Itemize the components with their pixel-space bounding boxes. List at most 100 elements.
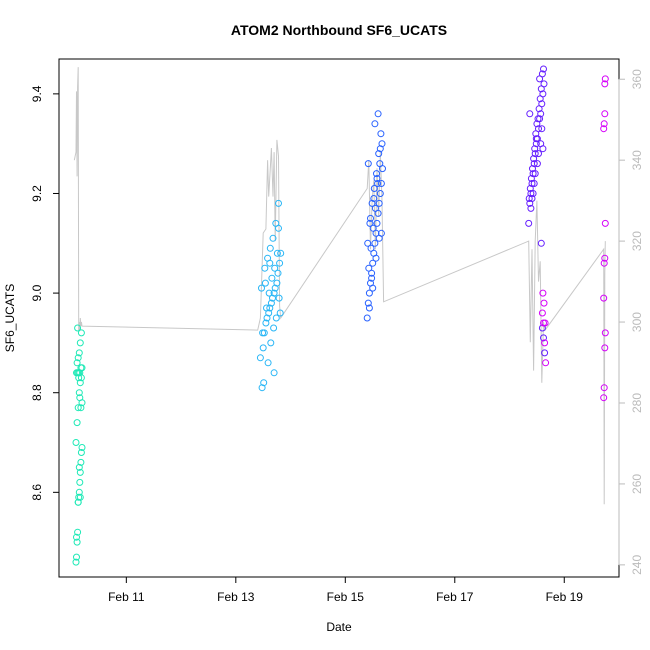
data-point	[73, 553, 80, 561]
data-point	[275, 294, 283, 302]
data-point	[532, 130, 540, 138]
data-point	[601, 219, 609, 227]
data-point	[259, 329, 267, 337]
data-point	[531, 170, 539, 178]
data-point	[76, 468, 84, 476]
data-point	[75, 374, 83, 382]
data-point	[275, 224, 282, 232]
data-point	[368, 274, 376, 282]
data-point	[273, 249, 281, 257]
data-point	[73, 538, 81, 546]
data-point	[366, 219, 374, 227]
data-point	[373, 219, 381, 227]
data-point	[529, 190, 537, 197]
data-point	[74, 354, 82, 362]
data-point	[365, 289, 373, 297]
data-point	[540, 334, 547, 342]
data-point	[263, 314, 271, 322]
data-point	[601, 75, 609, 83]
data-point	[75, 349, 83, 357]
data-point	[526, 110, 534, 118]
data-point	[263, 304, 270, 312]
data-point	[533, 160, 541, 168]
data-point	[76, 379, 84, 387]
data-point	[601, 110, 609, 118]
data-point	[272, 314, 280, 322]
data-point	[364, 160, 372, 168]
data-point	[378, 140, 386, 148]
data-point	[75, 463, 83, 471]
data-point	[372, 254, 380, 262]
data-point	[601, 344, 609, 352]
secondary-series	[73, 67, 606, 505]
x-tick-label: Feb 15	[327, 590, 365, 604]
data-point	[527, 190, 535, 197]
data-point	[77, 449, 85, 456]
data-point	[371, 239, 379, 247]
data-point	[532, 140, 540, 148]
data-point	[256, 354, 264, 362]
data-point	[600, 394, 608, 402]
data-point	[261, 279, 269, 287]
data-point	[277, 249, 285, 257]
data-point	[76, 493, 84, 501]
data-point	[600, 384, 608, 392]
data-point	[267, 299, 275, 307]
y2-tick-label: 340	[630, 150, 644, 170]
data-point	[375, 199, 383, 207]
data-point	[72, 558, 80, 566]
data-point	[368, 199, 376, 207]
data-point	[601, 254, 609, 262]
data-point	[525, 195, 533, 202]
data-point	[527, 204, 535, 212]
y-tick-label: 8.8	[30, 384, 44, 401]
data-point	[537, 85, 545, 93]
data-point	[601, 329, 609, 337]
data-point	[370, 185, 378, 192]
data-point	[525, 219, 533, 227]
data-point	[601, 80, 609, 88]
y-tick-label: 9.2	[30, 185, 44, 202]
data-point	[270, 289, 278, 297]
y-axis-label: SF6_UCATS	[3, 284, 17, 352]
data-point	[77, 458, 85, 466]
data-point	[528, 180, 536, 187]
x-tick-label: Feb 17	[436, 590, 474, 604]
data-point	[369, 224, 377, 232]
data-point	[269, 234, 277, 242]
chart-title: ATOM2 Northbound SF6_UCATS	[231, 22, 447, 38]
data-point	[369, 259, 377, 267]
secondary-line	[73, 67, 606, 505]
data-point	[271, 284, 279, 292]
data-point	[538, 309, 546, 317]
data-point	[367, 214, 374, 222]
scatter-points	[72, 65, 609, 566]
data-point	[534, 115, 542, 123]
data-point	[262, 319, 270, 327]
data-point	[74, 404, 82, 412]
data-point	[373, 170, 380, 178]
data-point	[376, 190, 384, 197]
data-point	[535, 105, 543, 113]
data-point	[270, 324, 278, 332]
data-point	[273, 279, 281, 287]
data-point	[73, 533, 80, 541]
data-point	[264, 359, 272, 367]
data-point	[78, 444, 86, 451]
data-point	[531, 150, 539, 158]
data-point	[370, 195, 378, 202]
data-point	[261, 264, 269, 272]
data-point	[365, 304, 373, 312]
x-axis-label: Date	[326, 620, 352, 634]
y-tick-label: 9.0	[30, 284, 44, 301]
data-point	[74, 324, 82, 332]
y-tick-label: 9.4	[30, 85, 44, 102]
data-point	[374, 180, 382, 187]
data-point	[77, 329, 85, 337]
data-point	[266, 304, 274, 312]
x-tick-label: Feb 13	[217, 590, 255, 604]
data-point	[75, 488, 83, 496]
data-point	[276, 259, 284, 267]
data-point	[276, 309, 284, 317]
